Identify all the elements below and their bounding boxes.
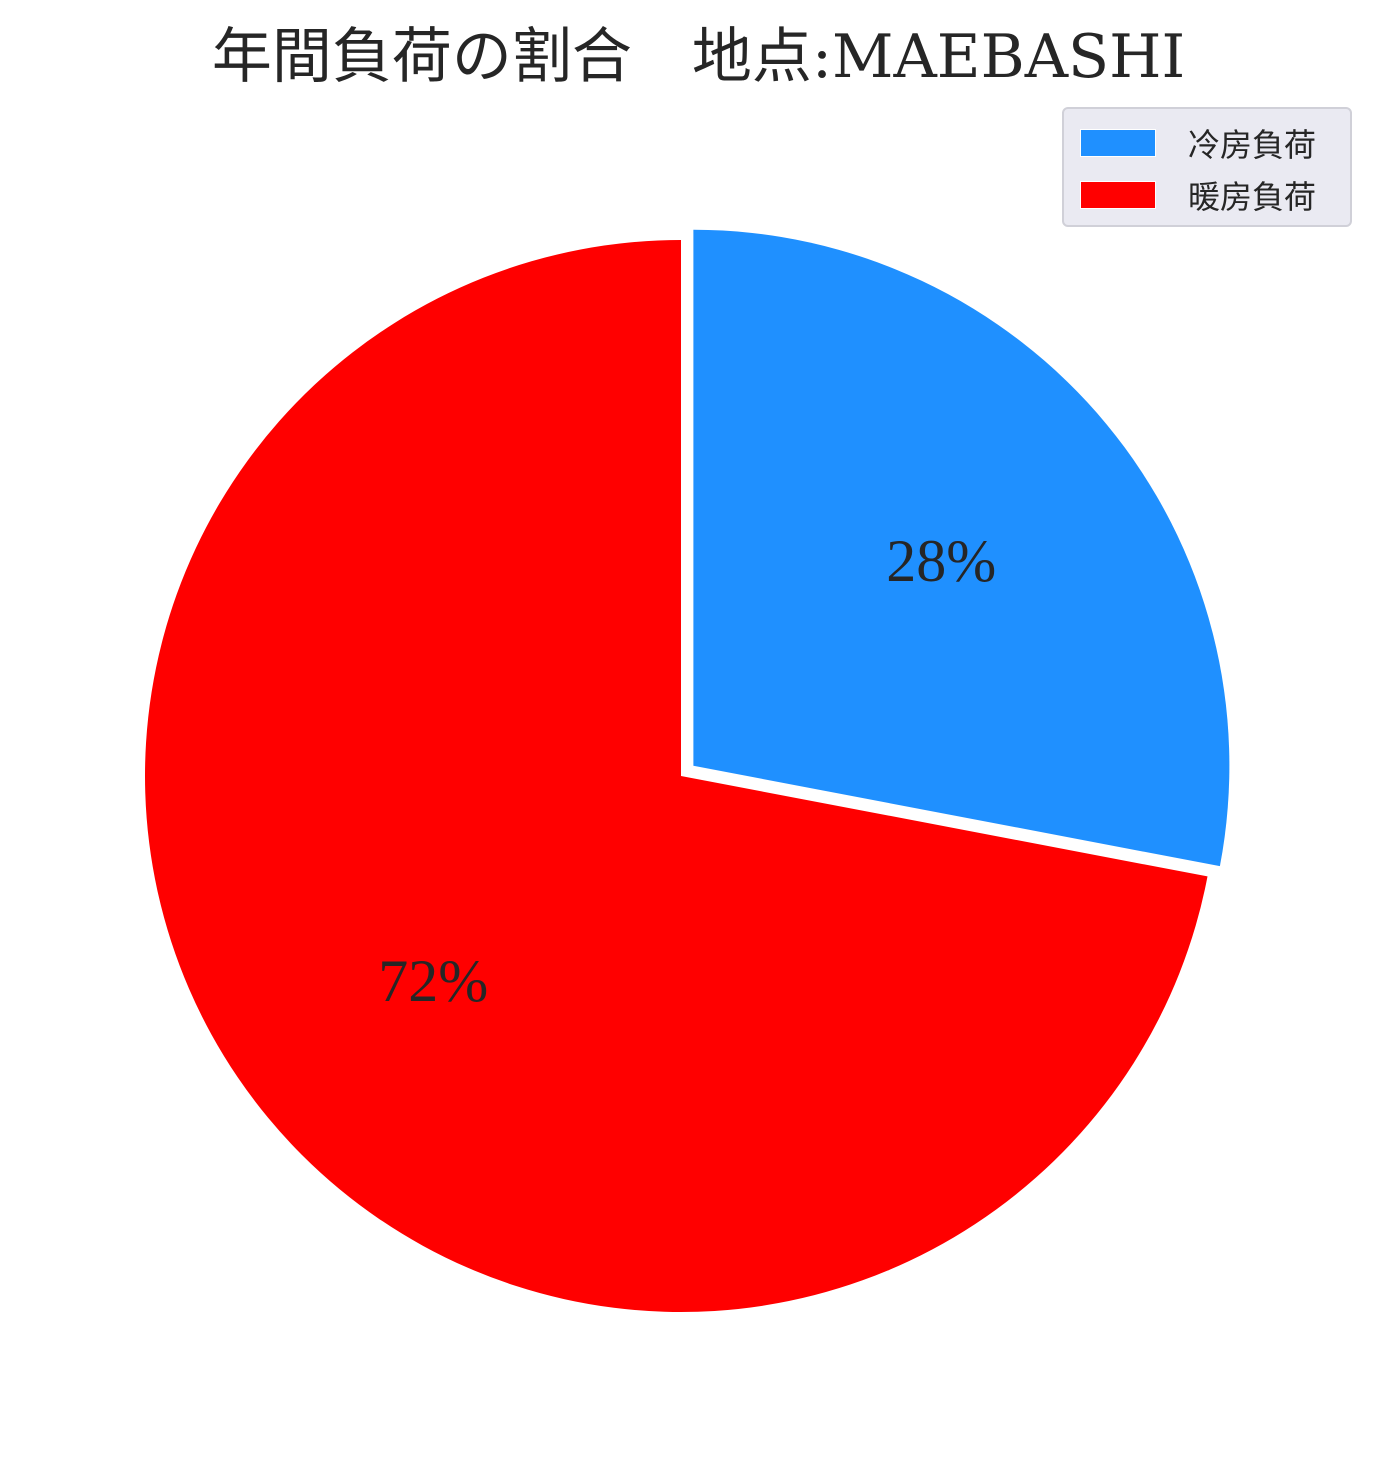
legend-swatch-heating bbox=[1080, 181, 1156, 209]
pie-slice-labels: 28% 72% bbox=[378, 528, 996, 1014]
legend-swatch-cooling bbox=[1080, 129, 1156, 157]
chart-title: 年間負荷の割合 地点:MAEBASHI bbox=[211, 22, 1186, 92]
pie-label-cooling: 28% bbox=[886, 528, 996, 594]
pie-label-heating: 72% bbox=[378, 948, 488, 1014]
pie-slices bbox=[144, 229, 1230, 1312]
legend-item-heating: 暖房負荷 bbox=[1080, 175, 1317, 216]
legend-item-cooling: 冷房負荷 bbox=[1080, 123, 1317, 164]
pie-slice-heating bbox=[144, 240, 1208, 1312]
legend-label-heating: 暖房負荷 bbox=[1188, 178, 1317, 216]
chart-legend: 冷房負荷 暖房負荷 bbox=[1062, 107, 1352, 227]
legend-label-cooling: 冷房負荷 bbox=[1188, 126, 1317, 164]
pie-slice-cooling bbox=[693, 229, 1230, 867]
